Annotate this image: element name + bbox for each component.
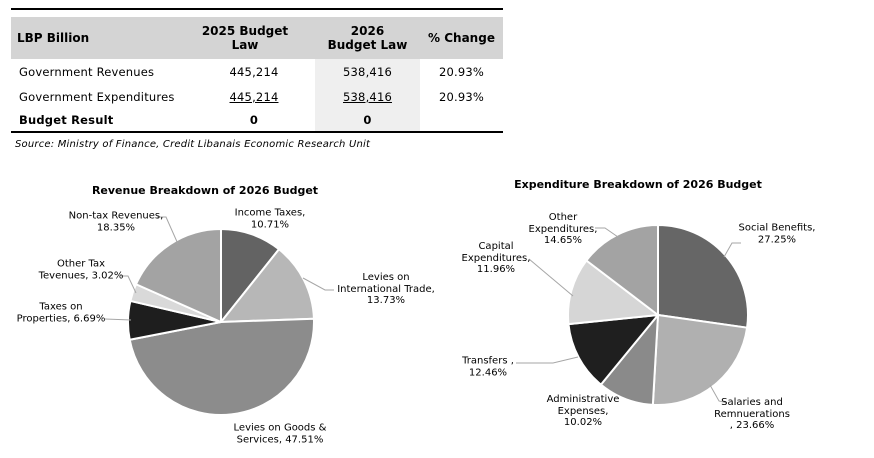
pie-label-income-taxes: Income Taxes, 10.71% (234, 207, 306, 231)
pie-label-nontax-revenues: Non-tax Revenues, 18.35% (68, 210, 164, 234)
leader-line (104, 318, 132, 321)
table-top-rule (11, 8, 503, 10)
expenditure-chart-title: Expenditure Breakdown of 2026 Budget (514, 178, 762, 191)
pie-label-levies-intl-trade: Levies on International Trade, 13.73% (337, 271, 435, 306)
col-header-metric: LBP Billion (11, 17, 175, 59)
leader-line (157, 216, 179, 245)
pie-slice-social-benefits (657, 224, 749, 329)
col-header-change: % Change (420, 17, 503, 59)
leader-line (528, 258, 574, 297)
row-label: Budget Result (19, 113, 114, 127)
value-change: 20.93% (438, 89, 485, 104)
value-2025: 445,214 (229, 89, 279, 104)
leader-line (595, 227, 619, 238)
pie-slice-levies-on-international-trade (220, 248, 315, 323)
value-2025: 0 (249, 113, 259, 127)
pie-slice-other-expenditures (585, 224, 659, 316)
row-label: Government Expenditures (19, 89, 175, 104)
value-2026: 538,416 (343, 89, 392, 104)
leader-line (516, 356, 579, 364)
leader-line (723, 242, 741, 258)
source-note: Source: Ministry of Finance, Credit Liba… (15, 139, 371, 150)
pie-label-transfers: Transfers , 12.46% (462, 355, 514, 379)
pie-label-salaries: Salaries and Remnuerations , 23.66% (714, 396, 790, 431)
leader-lines (104, 216, 741, 404)
table-row-revenues: Government Revenues 445,214 538,416 20.9… (11, 59, 503, 84)
table-row-result: Budget Result 0 0 (11, 109, 503, 131)
budget-table: LBP Billion 2025 Budget Law 2026 Budget … (11, 8, 503, 133)
pie-label-admin-expenses: Administrative Expenses, 10.02% (546, 393, 620, 428)
value-2026: 0 (315, 109, 420, 131)
leader-line (121, 275, 137, 294)
pie-slice-capital-expenditures (567, 259, 659, 326)
expenditure-pie (567, 224, 749, 406)
pie-label-levies-goods: Levies on Goods & Services, 47.51% (233, 422, 327, 446)
col-header-2026: 2026 Budget Law (315, 17, 420, 59)
table-row-expenditures: Government Expenditures 445,214 538,416 … (11, 84, 503, 109)
pie-label-other-tax-revenues: Other Tax Tevenues, 3.02% (38, 258, 124, 282)
row-label: Government Revenues (19, 64, 155, 79)
pie-label-taxes-properties: Taxes on Properties, 6.69% (16, 301, 106, 325)
value-change: 20.93% (438, 64, 485, 79)
col-header-2025: 2025 Budget Law (175, 17, 315, 59)
leader-line (709, 384, 728, 404)
pie-label-other-expenditures: Other Expenditures, 14.65% (528, 211, 598, 246)
table-bottom-rule (11, 131, 503, 133)
revenue-pie (127, 228, 315, 416)
pie-label-social-benefits: Social Benefits, 27.25% (738, 222, 816, 246)
pie-slice-levies-on-goods-services (128, 317, 315, 416)
pie-label-capital-expenditures: Capital Expenditures, 11.96% (461, 240, 531, 275)
pie-slice-salaries-and-remnuerations (651, 314, 749, 406)
table-header-row: LBP Billion 2025 Budget Law 2026 Budget … (11, 17, 503, 59)
pie-slice-transfers (567, 314, 659, 386)
revenue-chart-title: Revenue Breakdown of 2026 Budget (91, 184, 319, 197)
leader-line (302, 277, 334, 291)
value-2026: 538,416 (315, 59, 420, 84)
pie-slice-non-tax-revenues (135, 228, 222, 323)
value-2025: 445,214 (229, 64, 279, 79)
